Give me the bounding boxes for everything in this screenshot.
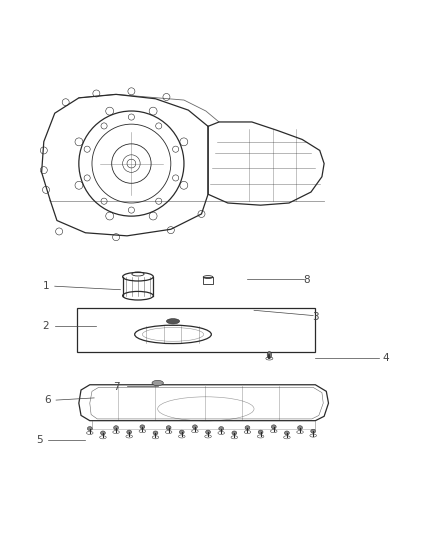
Ellipse shape [152,381,163,386]
Ellipse shape [285,431,289,435]
Ellipse shape [245,426,250,430]
Ellipse shape [219,426,223,431]
Ellipse shape [153,431,158,435]
Ellipse shape [140,425,145,429]
Ellipse shape [166,319,180,324]
Text: 7: 7 [113,382,120,392]
Ellipse shape [193,425,197,429]
Ellipse shape [298,426,303,430]
Ellipse shape [127,430,131,434]
Ellipse shape [114,426,118,430]
Bar [203,277,213,284]
Ellipse shape [311,429,315,433]
Text: 1: 1 [42,281,49,291]
Ellipse shape [206,430,210,434]
Ellipse shape [180,430,184,434]
Text: 4: 4 [382,353,389,364]
Text: 2: 2 [42,321,49,330]
Ellipse shape [271,425,276,429]
Ellipse shape [267,351,272,359]
Text: 8: 8 [303,274,310,285]
Ellipse shape [166,426,171,430]
Ellipse shape [258,430,263,434]
Text: 6: 6 [44,395,51,405]
Text: 3: 3 [312,312,319,322]
Ellipse shape [100,431,105,435]
Bar [77,308,315,352]
Ellipse shape [87,426,92,431]
Text: 5: 5 [36,434,43,445]
Ellipse shape [232,431,237,435]
